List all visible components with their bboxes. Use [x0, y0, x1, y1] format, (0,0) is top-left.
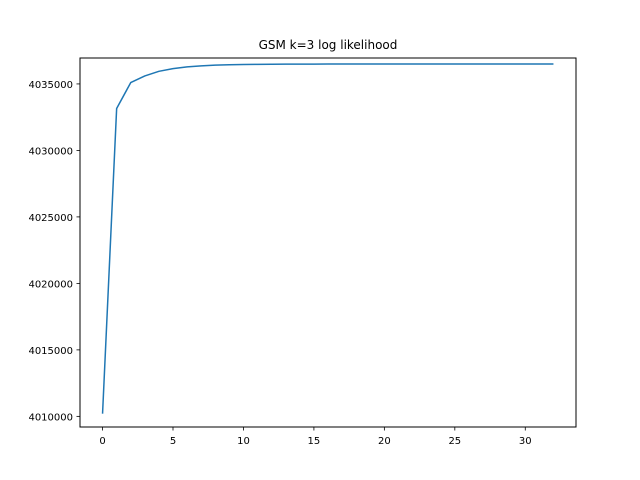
y-tick-label: 4010000: [28, 412, 73, 423]
y-tick-label: 4030000: [28, 146, 73, 157]
x-tick-label: 20: [378, 436, 391, 447]
x-tick-label: 30: [519, 436, 532, 447]
y-tick-label: 4025000: [28, 213, 73, 224]
x-axis: 0 5 10 15 20 25 30: [99, 427, 532, 447]
x-tick-label: 25: [448, 436, 461, 447]
y-tick-label: 4020000: [28, 279, 73, 290]
plot-frame: [79, 57, 577, 428]
x-tick-label: 10: [237, 436, 250, 447]
y-tick-label: 4015000: [28, 346, 73, 357]
chart-title: GSM k=3 log likelihood: [259, 38, 398, 52]
series-line: [101, 63, 554, 414]
x-tick-label: 5: [170, 436, 176, 447]
series-layer: [101, 63, 554, 414]
x-tick-label: 0: [99, 436, 105, 447]
y-axis: 4010000 4015000 4020000 4025000 4030000 40350…: [28, 80, 80, 423]
x-tick-label: 15: [308, 436, 321, 447]
y-tick-label: 4035000: [28, 80, 73, 91]
